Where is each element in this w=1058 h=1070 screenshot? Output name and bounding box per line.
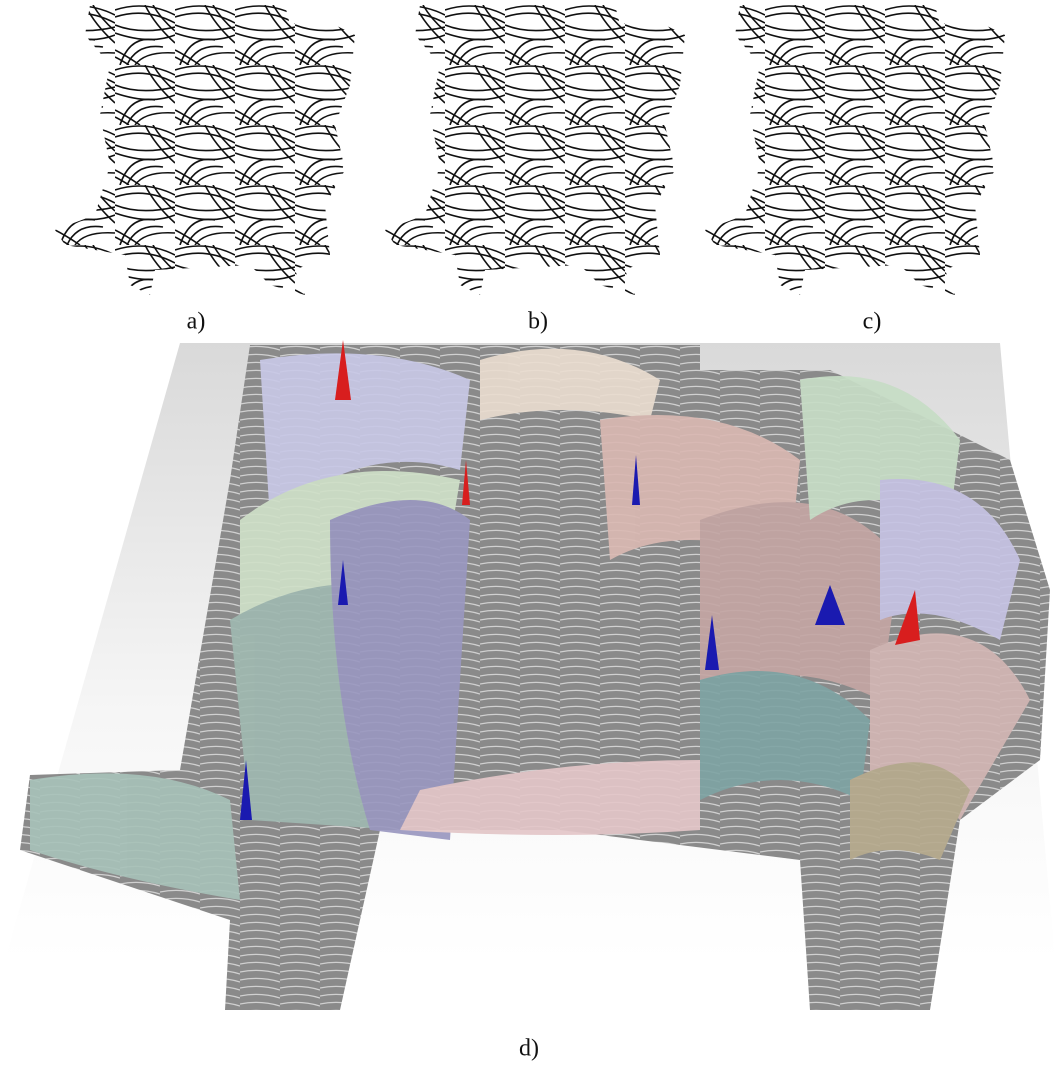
panel-b-image — [385, 5, 685, 295]
panel-a-image — [55, 5, 355, 295]
panel-label: d) — [519, 1036, 539, 1062]
panel-c-image — [705, 5, 1005, 295]
panel-label: a) — [187, 309, 206, 335]
panel-label: b) — [528, 309, 548, 335]
panel-d-image — [5, 340, 1055, 1010]
figure: a) b) c) — [0, 0, 1058, 1070]
panel-label: c) — [863, 309, 882, 335]
